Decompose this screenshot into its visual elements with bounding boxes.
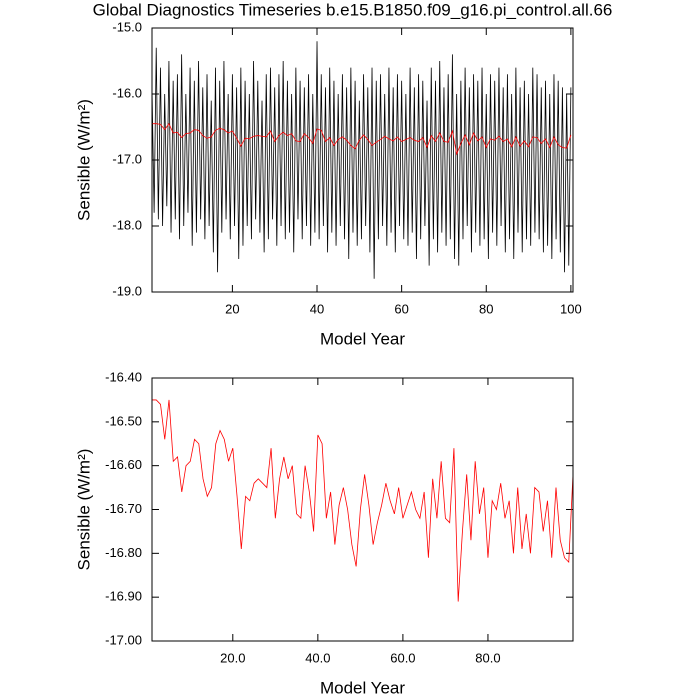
series-line <box>152 122 572 156</box>
y-tick-label: -17.0 <box>112 151 142 166</box>
y-tick-label: -16.80 <box>105 545 142 560</box>
y-tick-label: -16.60 <box>105 457 142 472</box>
x-tick-label: 40.0 <box>305 650 330 665</box>
x-tick-label: 80.0 <box>475 650 500 665</box>
series-line <box>151 41 572 279</box>
x-tick-label: 20 <box>225 301 239 316</box>
y-tick-label: -17.00 <box>105 632 142 647</box>
y-axis-label: Sensible (W/m²) <box>74 449 93 571</box>
plot-frame <box>151 377 574 642</box>
y-tick-label: -16.70 <box>105 501 142 516</box>
x-tick-label: 60.0 <box>390 650 415 665</box>
x-tick-label: 80 <box>479 301 493 316</box>
x-tick-label: 60 <box>394 301 408 316</box>
x-axis-label: Model Year <box>320 678 405 697</box>
y-tick-label: -16.50 <box>105 413 142 428</box>
y-tick-label: -16.90 <box>105 589 142 604</box>
x-tick-label: 40 <box>310 301 324 316</box>
x-tick-label: 100 <box>560 301 582 316</box>
chart-title: Global Diagnostics Timeseries b.e15.B185… <box>93 0 613 19</box>
y-tick-label: -19.0 <box>112 283 142 298</box>
series-line <box>152 399 574 602</box>
y-tick-label: -18.0 <box>112 217 142 232</box>
y-tick-label: -15.0 <box>112 19 142 34</box>
y-tick-label: -16.40 <box>105 369 142 384</box>
plot-frame <box>151 27 574 293</box>
x-tick-label: 20.0 <box>220 650 245 665</box>
y-tick-label: -16.0 <box>112 85 142 100</box>
x-axis-label: Model Year <box>320 329 405 348</box>
y-axis-label: Sensible (W/m²) <box>74 99 93 221</box>
